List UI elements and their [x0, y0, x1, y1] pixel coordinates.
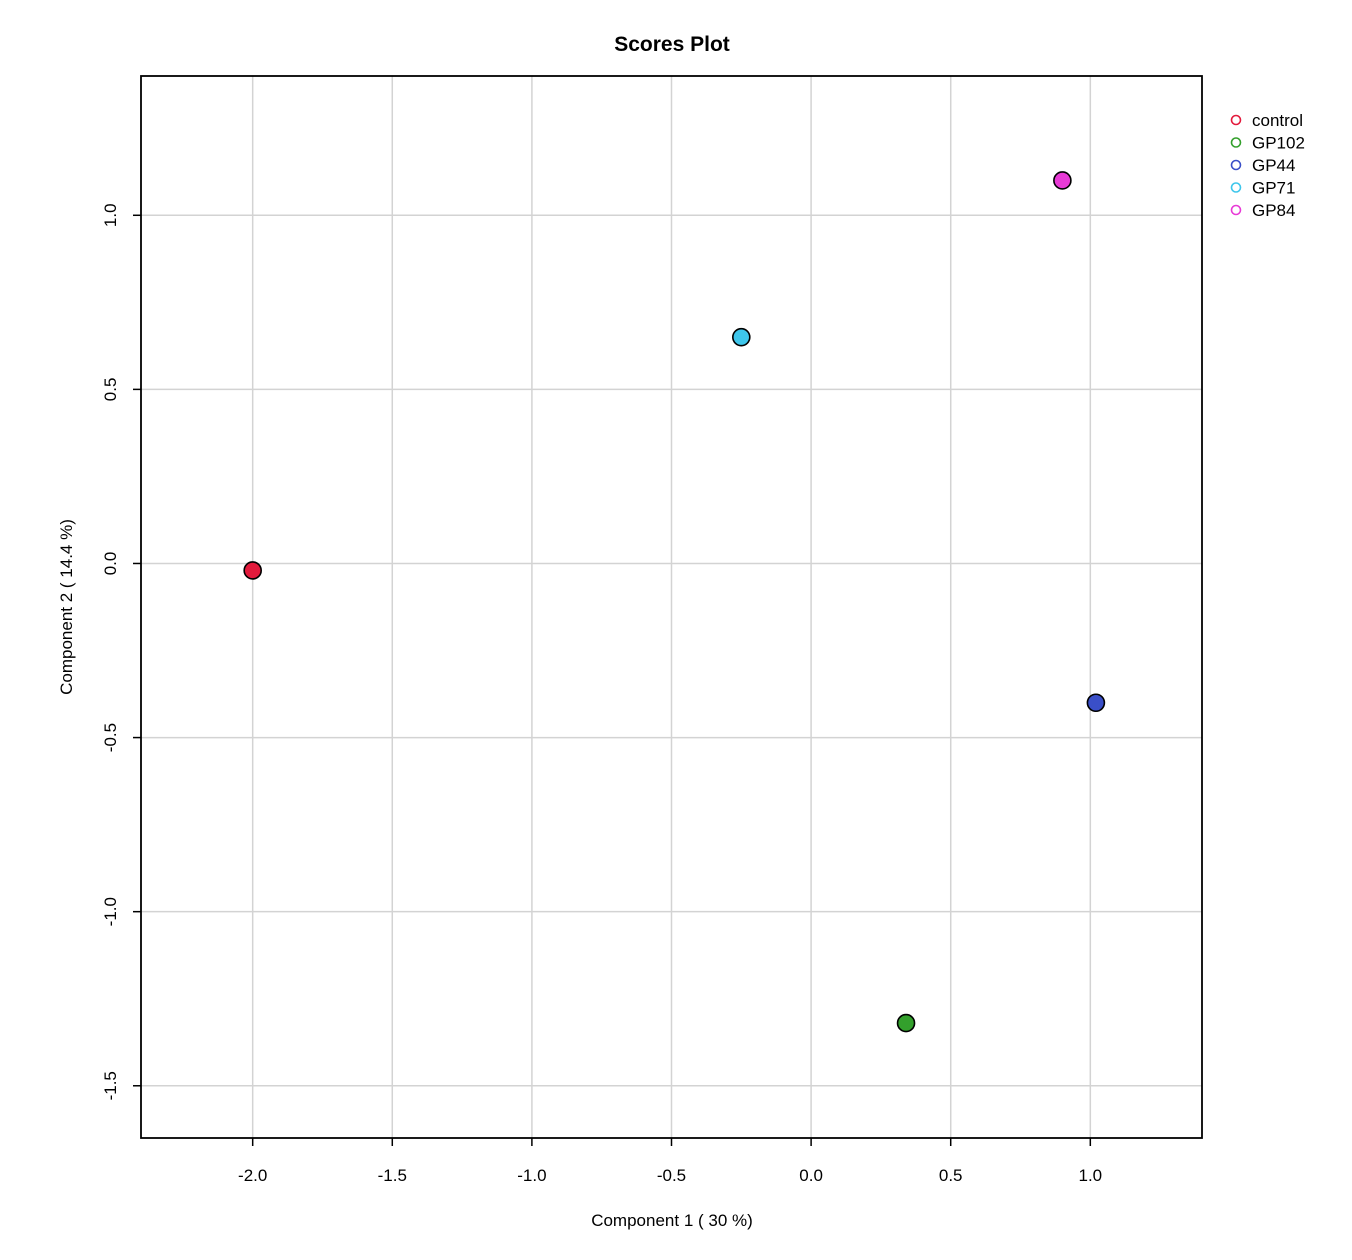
- legend-label: control: [1252, 111, 1303, 130]
- legend-marker: [1230, 182, 1242, 193]
- x-tick-label: 0.0: [799, 1166, 823, 1185]
- x-tick-label: -0.5: [657, 1166, 686, 1185]
- legend-label: GP71: [1252, 179, 1295, 198]
- y-tick-label: 1.0: [101, 203, 120, 227]
- data-point: [1086, 693, 1106, 713]
- legend-marker: [1230, 137, 1242, 148]
- legend-label: GP84: [1252, 201, 1295, 220]
- x-tick-label: -1.0: [517, 1166, 546, 1185]
- y-tick-label: -0.5: [101, 723, 120, 752]
- data-point: [896, 1013, 916, 1033]
- legend: control GP102 GP44 GP71 GP84: [1230, 111, 1305, 220]
- y-tick-label: 0.5: [101, 378, 120, 402]
- x-axis-label: Component 1 ( 30 %): [591, 1211, 753, 1230]
- grid-lines: [141, 76, 1202, 1138]
- x-tick-label: 0.5: [939, 1166, 963, 1185]
- data-point: [732, 327, 751, 347]
- data-points: [243, 171, 1106, 1033]
- legend-label: GP102: [1252, 134, 1305, 153]
- x-tick-label: 1.0: [1078, 1166, 1102, 1185]
- x-tick-label: -2.0: [238, 1166, 267, 1185]
- y-axis-label: Component 2 ( 14.4 %): [57, 519, 76, 695]
- y-tick-label: 0.0: [101, 552, 120, 576]
- chart-title: Scores Plot: [614, 33, 730, 56]
- y-tick-label: -1.0: [101, 897, 120, 926]
- data-point: [243, 561, 262, 580]
- axis-ticks: -2.0 -1.5 -1.0 -0.5 0.0 0.5 1.0 -1.5 -1.0 -0.5 0.0…: [101, 203, 1102, 1185]
- y-tick-label: -1.5: [101, 1071, 120, 1100]
- data-point: [1053, 171, 1072, 190]
- legend-marker: [1230, 114, 1242, 126]
- legend-marker: [1230, 204, 1242, 216]
- x-tick-label: -1.5: [378, 1166, 407, 1185]
- legend-marker: [1230, 159, 1242, 171]
- legend-label: GP44: [1252, 156, 1295, 175]
